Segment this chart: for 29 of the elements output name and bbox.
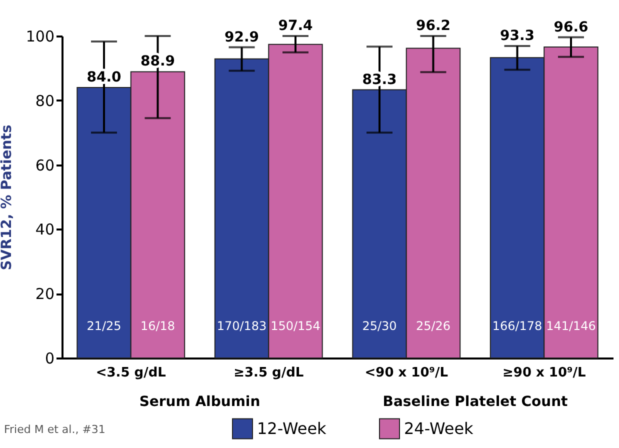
y-tick-label: 40: [35, 220, 54, 239]
annotation: 166/178: [492, 318, 542, 333]
annotation: 141/146: [546, 318, 596, 333]
annotation: 25/30: [362, 318, 397, 333]
x-tick-label: ≥90 x 10⁹/L: [502, 366, 586, 380]
annotation: 16/18: [140, 318, 176, 333]
y-tick-label: 20: [35, 285, 54, 304]
annotation: 170/183: [216, 318, 267, 333]
y-tick-label: 80: [35, 92, 54, 110]
x-tick-label: <3.5 g/dL: [96, 366, 166, 380]
legend-label: 12-Week: [257, 418, 328, 438]
data-label: 97.4: [278, 18, 314, 34]
x-tick-label: <90 x 10⁹/L: [364, 366, 448, 380]
y-tick-label: 0: [44, 350, 54, 368]
x-tick-label: ≥3.5 g/dL: [234, 366, 304, 380]
data-label: 96.2: [416, 18, 451, 34]
annotation: 21/25: [86, 318, 122, 333]
data-label: 93.3: [500, 28, 535, 44]
legend-label: 24-Week: [404, 418, 474, 438]
y-tick-label: 60: [35, 156, 54, 174]
annotation: 150/154: [270, 318, 320, 333]
text: Serum Albumin: [139, 394, 260, 410]
text: Fried M et al., #31: [4, 423, 106, 436]
data-label: 96.6: [554, 19, 588, 36]
y-axis-title: SVR12, % Patients: [0, 124, 15, 270]
y-tick-label: 100: [26, 28, 54, 46]
text: Baseline Platelet Count: [382, 394, 568, 410]
data-label: 92.9: [224, 29, 260, 46]
annotation: 25/26: [416, 318, 451, 333]
